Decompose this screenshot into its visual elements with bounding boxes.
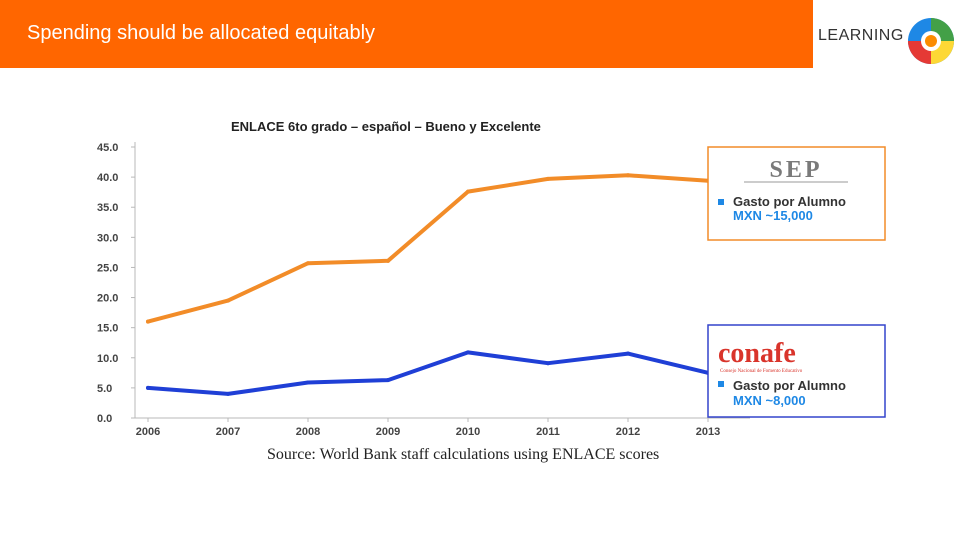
conafe-bullet bbox=[718, 381, 724, 387]
series-2-point bbox=[386, 378, 390, 383]
x-tick-label: 2012 bbox=[616, 426, 640, 438]
learning-logo-icon bbox=[908, 18, 954, 64]
y-tick-label: 0.0 bbox=[97, 413, 112, 425]
y-tick-label: 30.0 bbox=[97, 232, 118, 244]
series-2-point bbox=[146, 385, 150, 390]
sep-callout-box bbox=[707, 146, 886, 241]
conafe-callout-box bbox=[707, 324, 886, 418]
series-1-point bbox=[626, 173, 630, 178]
series-2-point bbox=[466, 350, 470, 355]
slide-title: Spending should be allocated equitably bbox=[27, 22, 376, 44]
y-tick-label: 25.0 bbox=[97, 262, 118, 274]
series-1-point bbox=[226, 298, 230, 303]
series-1-point bbox=[386, 258, 390, 263]
y-tick-label: 10.0 bbox=[97, 353, 118, 365]
series-line-1 bbox=[146, 173, 710, 324]
x-tick-label: 2010 bbox=[456, 426, 480, 438]
y-tick-label: 20.0 bbox=[97, 293, 118, 305]
series-2-point bbox=[626, 351, 630, 356]
sep-bullet-text: Gasto por Alumno bbox=[733, 194, 846, 209]
series-2-point bbox=[306, 380, 310, 385]
sep-bullet bbox=[718, 199, 724, 205]
series-1-point bbox=[146, 319, 150, 324]
conafe-logo-subtitle: Consejo Nacional de Fomento Educativo bbox=[720, 369, 803, 374]
x-tick-label: 2013 bbox=[696, 426, 720, 438]
conafe-bullet-text: Gasto por Alumno bbox=[733, 378, 846, 393]
chart-source: Source: World Bank staff calculations us… bbox=[267, 446, 660, 463]
x-tick-label: 2011 bbox=[536, 426, 560, 438]
conafe-logo: conafe bbox=[718, 338, 796, 369]
chart-title: ENLACE 6to grado – español – Bueno y Exc… bbox=[231, 119, 541, 134]
y-tick-label: 40.0 bbox=[97, 172, 118, 184]
sep-amount: MXN ~15,000 bbox=[733, 208, 813, 223]
series-1-point bbox=[306, 261, 310, 266]
series-2-point bbox=[226, 391, 230, 396]
y-tick-label: 35.0 bbox=[97, 202, 118, 214]
series-1-point bbox=[466, 189, 470, 194]
y-tick-label: 45.0 bbox=[97, 142, 118, 154]
x-tick-label: 2008 bbox=[296, 426, 320, 438]
header-bar bbox=[0, 0, 813, 68]
y-tick-label: 5.0 bbox=[97, 383, 112, 395]
enlace-line-chart: ENLACE 6to grado – español – Bueno y Exc… bbox=[97, 119, 886, 438]
series-line-2 bbox=[146, 350, 710, 396]
sep-logo: SEP bbox=[769, 157, 822, 183]
x-tick-label: 2009 bbox=[376, 426, 400, 438]
series-1-point bbox=[546, 176, 550, 181]
conafe-amount: MXN ~8,000 bbox=[733, 393, 806, 408]
series-2-point bbox=[546, 361, 550, 366]
x-tick-label: 2007 bbox=[216, 426, 240, 438]
y-tick-label: 15.0 bbox=[97, 323, 118, 335]
logo-text: LEARNING bbox=[818, 27, 904, 44]
x-tick-label: 2006 bbox=[136, 426, 160, 438]
